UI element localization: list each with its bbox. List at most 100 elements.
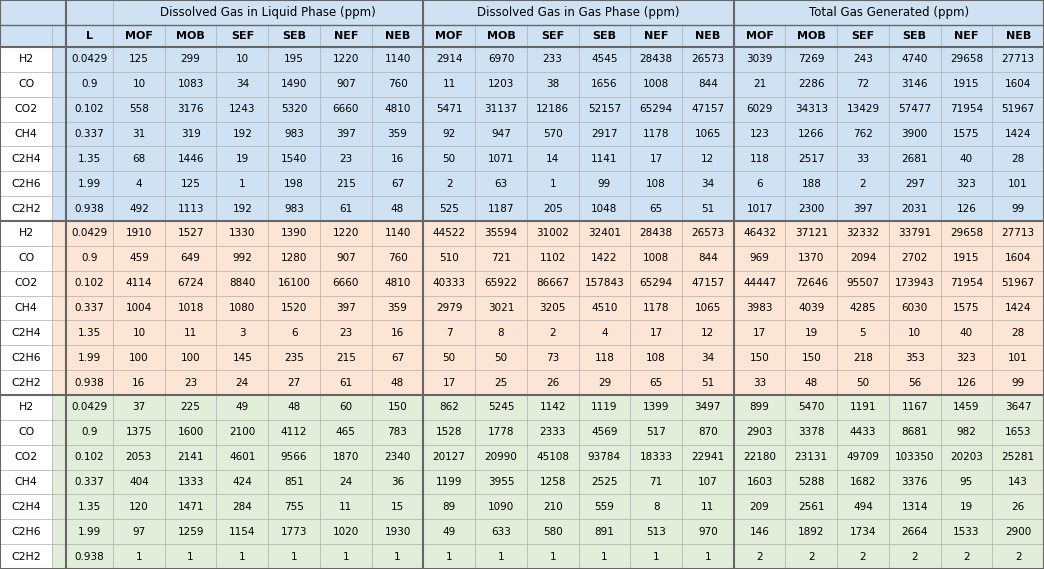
Bar bbox=[165, 370, 216, 395]
Bar bbox=[785, 494, 837, 519]
Text: 18333: 18333 bbox=[640, 452, 672, 462]
Text: NEB: NEB bbox=[1005, 31, 1030, 41]
Text: 48: 48 bbox=[390, 378, 404, 387]
Bar bbox=[578, 196, 631, 221]
Bar bbox=[165, 25, 216, 47]
Bar bbox=[785, 196, 837, 221]
Bar bbox=[682, 370, 734, 395]
Text: 1142: 1142 bbox=[540, 402, 566, 413]
Text: C2H2: C2H2 bbox=[11, 204, 41, 213]
Bar bbox=[319, 196, 372, 221]
Text: 891: 891 bbox=[594, 527, 614, 537]
Text: 16100: 16100 bbox=[278, 278, 310, 288]
Bar bbox=[527, 47, 578, 72]
Bar bbox=[424, 47, 475, 72]
Bar bbox=[424, 395, 475, 420]
Bar bbox=[837, 544, 888, 569]
Text: 37121: 37121 bbox=[794, 228, 828, 238]
Bar bbox=[424, 544, 475, 569]
Bar bbox=[372, 47, 424, 72]
Bar bbox=[372, 72, 424, 97]
Text: 6660: 6660 bbox=[333, 278, 359, 288]
Text: 7269: 7269 bbox=[798, 55, 825, 64]
Bar bbox=[785, 519, 837, 544]
Text: 1071: 1071 bbox=[488, 154, 514, 164]
Text: 192: 192 bbox=[233, 129, 253, 139]
Text: 150: 150 bbox=[802, 353, 822, 362]
Bar bbox=[268, 25, 319, 47]
Text: 2914: 2914 bbox=[436, 55, 462, 64]
Text: 1: 1 bbox=[136, 551, 142, 562]
Text: 4433: 4433 bbox=[850, 427, 876, 438]
Text: 2: 2 bbox=[756, 551, 763, 562]
Bar bbox=[734, 0, 1044, 25]
Text: 48: 48 bbox=[805, 378, 817, 387]
Text: 8: 8 bbox=[498, 328, 504, 338]
Bar bbox=[475, 246, 527, 271]
Text: 2664: 2664 bbox=[901, 527, 928, 537]
Text: 9566: 9566 bbox=[281, 452, 307, 462]
Bar bbox=[837, 469, 888, 494]
Bar bbox=[631, 494, 682, 519]
Text: 1653: 1653 bbox=[1005, 427, 1031, 438]
Text: CO: CO bbox=[18, 427, 34, 438]
Text: 3900: 3900 bbox=[902, 129, 928, 139]
Bar bbox=[785, 370, 837, 395]
Bar bbox=[837, 221, 888, 246]
Text: 899: 899 bbox=[750, 402, 769, 413]
Text: 233: 233 bbox=[543, 55, 563, 64]
Bar bbox=[66, 221, 113, 246]
Bar bbox=[372, 445, 424, 469]
Text: 95: 95 bbox=[959, 477, 973, 487]
Bar bbox=[734, 72, 785, 97]
Text: 11: 11 bbox=[339, 502, 353, 512]
Bar bbox=[0, 544, 52, 569]
Text: 31002: 31002 bbox=[537, 228, 569, 238]
Bar bbox=[837, 97, 888, 122]
Bar bbox=[216, 370, 268, 395]
Bar bbox=[888, 295, 941, 320]
Text: 123: 123 bbox=[750, 129, 769, 139]
Text: 29658: 29658 bbox=[950, 55, 983, 64]
Text: 97: 97 bbox=[133, 527, 145, 537]
Text: 1: 1 bbox=[395, 551, 401, 562]
Text: 14: 14 bbox=[546, 154, 560, 164]
Text: 24: 24 bbox=[236, 378, 248, 387]
Text: 26: 26 bbox=[1012, 502, 1025, 512]
Text: 1892: 1892 bbox=[798, 527, 825, 537]
Text: 6970: 6970 bbox=[488, 55, 514, 64]
Bar bbox=[475, 320, 527, 345]
Bar bbox=[0, 395, 52, 420]
Text: 353: 353 bbox=[905, 353, 925, 362]
Bar bbox=[941, 370, 992, 395]
Text: 1: 1 bbox=[239, 551, 245, 562]
Bar bbox=[888, 345, 941, 370]
Text: 1080: 1080 bbox=[230, 303, 256, 313]
Text: 47157: 47157 bbox=[691, 104, 725, 114]
Text: 38: 38 bbox=[546, 79, 560, 89]
Text: 1778: 1778 bbox=[488, 427, 515, 438]
Text: 16: 16 bbox=[390, 154, 404, 164]
Bar bbox=[992, 420, 1044, 445]
Text: 11: 11 bbox=[184, 328, 197, 338]
Text: 1: 1 bbox=[549, 179, 556, 189]
Bar bbox=[941, 445, 992, 469]
Text: 118: 118 bbox=[594, 353, 614, 362]
Bar bbox=[631, 320, 682, 345]
Text: 52157: 52157 bbox=[588, 104, 621, 114]
Bar bbox=[424, 72, 475, 97]
Text: 2094: 2094 bbox=[850, 253, 876, 263]
Text: 173943: 173943 bbox=[895, 278, 934, 288]
Bar bbox=[372, 271, 424, 295]
Text: 513: 513 bbox=[646, 527, 666, 537]
Bar bbox=[682, 47, 734, 72]
Text: 2031: 2031 bbox=[902, 204, 928, 213]
Bar bbox=[113, 345, 165, 370]
Bar bbox=[165, 72, 216, 97]
Text: SEF: SEF bbox=[231, 31, 254, 41]
Bar bbox=[52, 47, 66, 72]
Bar bbox=[0, 0, 66, 25]
Bar bbox=[837, 271, 888, 295]
Text: 20127: 20127 bbox=[432, 452, 466, 462]
Text: 844: 844 bbox=[697, 79, 718, 89]
